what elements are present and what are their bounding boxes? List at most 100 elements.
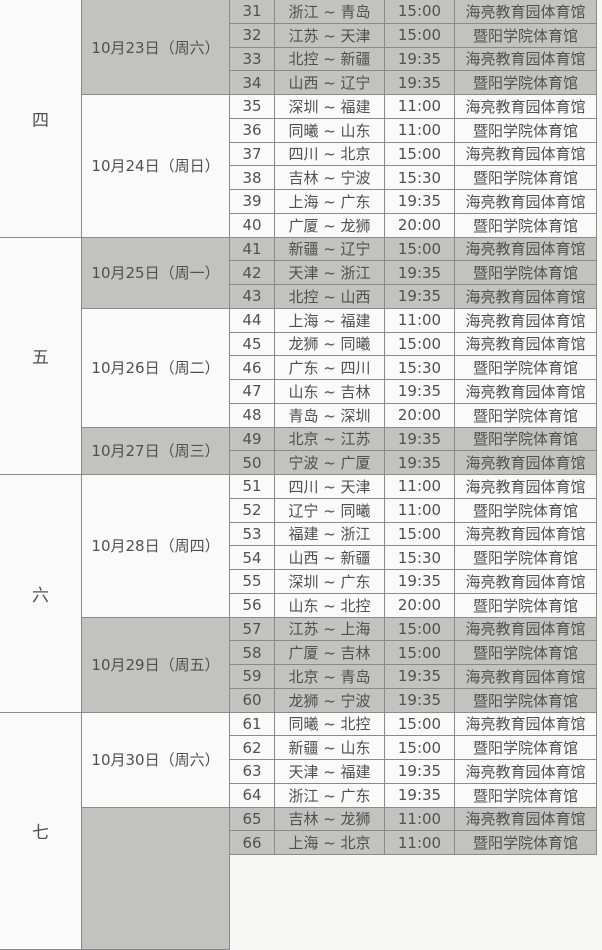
game-matchup: 北京 ~ 青岛	[275, 665, 385, 689]
game-number: 37	[230, 143, 275, 167]
game-matchup: 北控 ~ 新疆	[275, 48, 385, 72]
game-matchup: 龙狮 ~ 同曦	[275, 333, 385, 357]
game-time: 15:30	[385, 166, 455, 190]
game-number: 57	[230, 618, 275, 642]
game-matchup: 新疆 ~ 山东	[275, 736, 385, 760]
game-number: 59	[230, 665, 275, 689]
game-venue: 海亮教育园体育馆	[455, 713, 597, 737]
game-number: 46	[230, 356, 275, 380]
date-cell: 10月29日（周五）	[82, 618, 230, 713]
game-matchup: 龙狮 ~ 宁波	[275, 689, 385, 713]
game-time: 19:35	[385, 689, 455, 713]
game-venue: 海亮教育园体育馆	[455, 143, 597, 167]
game-time: 11:00	[385, 119, 455, 143]
game-time: 19:35	[385, 451, 455, 475]
game-venue: 暨阳学院体育馆	[455, 594, 597, 618]
game-venue: 海亮教育园体育馆	[455, 285, 597, 309]
game-matchup: 浙江 ~ 广东	[275, 784, 385, 808]
game-time: 11:00	[385, 831, 455, 855]
game-matchup: 同曦 ~ 山东	[275, 119, 385, 143]
game-matchup: 深圳 ~ 福建	[275, 95, 385, 119]
game-number: 56	[230, 594, 275, 618]
game-time: 19:35	[385, 261, 455, 285]
game-matchup: 江苏 ~ 天津	[275, 24, 385, 48]
game-number: 64	[230, 784, 275, 808]
game-number: 61	[230, 713, 275, 737]
game-number: 49	[230, 428, 275, 452]
game-time: 11:00	[385, 808, 455, 832]
game-venue: 海亮教育园体育馆	[455, 808, 597, 832]
game-number: 36	[230, 119, 275, 143]
game-venue: 暨阳学院体育馆	[455, 356, 597, 380]
game-venue: 海亮教育园体育馆	[455, 0, 597, 24]
game-matchup: 山东 ~ 北控	[275, 594, 385, 618]
round-cell: 六	[0, 475, 82, 713]
game-matchup: 广厦 ~ 吉林	[275, 641, 385, 665]
game-matchup: 上海 ~ 北京	[275, 831, 385, 855]
game-time: 11:00	[385, 95, 455, 119]
game-time: 15:00	[385, 0, 455, 24]
game-venue: 暨阳学院体育馆	[455, 546, 597, 570]
game-matchup: 上海 ~ 福建	[275, 309, 385, 333]
game-matchup: 山西 ~ 辽宁	[275, 71, 385, 95]
game-time: 19:35	[385, 570, 455, 594]
date-cell: 10月24日（周日）	[82, 95, 230, 238]
game-number: 62	[230, 736, 275, 760]
game-number: 32	[230, 24, 275, 48]
game-venue: 暨阳学院体育馆	[455, 71, 597, 95]
round-cell: 五	[0, 238, 82, 476]
game-number: 47	[230, 380, 275, 404]
game-time: 15:30	[385, 546, 455, 570]
game-number: 60	[230, 689, 275, 713]
game-time: 15:30	[385, 356, 455, 380]
game-matchup: 广东 ~ 四川	[275, 356, 385, 380]
game-number: 50	[230, 451, 275, 475]
game-matchup: 宁波 ~ 广厦	[275, 451, 385, 475]
game-venue: 海亮教育园体育馆	[455, 618, 597, 642]
game-venue: 暨阳学院体育馆	[455, 831, 597, 855]
game-matchup: 同曦 ~ 北控	[275, 713, 385, 737]
game-time: 19:35	[385, 784, 455, 808]
game-number: 35	[230, 95, 275, 119]
date-cell	[82, 808, 230, 950]
game-number: 52	[230, 499, 275, 523]
game-time: 20:00	[385, 594, 455, 618]
game-venue: 海亮教育园体育馆	[455, 451, 597, 475]
game-time: 19:35	[385, 190, 455, 214]
date-cell: 10月27日（周三）	[82, 428, 230, 476]
game-time: 19:35	[385, 285, 455, 309]
game-matchup: 天津 ~ 浙江	[275, 261, 385, 285]
game-number: 45	[230, 333, 275, 357]
game-time: 11:00	[385, 499, 455, 523]
game-number: 41	[230, 238, 275, 262]
game-number: 43	[230, 285, 275, 309]
game-matchup: 北京 ~ 江苏	[275, 428, 385, 452]
game-matchup: 浙江 ~ 青岛	[275, 0, 385, 24]
game-matchup: 江苏 ~ 上海	[275, 618, 385, 642]
game-matchup: 上海 ~ 广东	[275, 190, 385, 214]
game-matchup: 辽宁 ~ 同曦	[275, 499, 385, 523]
game-number: 33	[230, 48, 275, 72]
game-venue: 海亮教育园体育馆	[455, 570, 597, 594]
game-number: 48	[230, 404, 275, 428]
game-venue: 海亮教育园体育馆	[455, 380, 597, 404]
game-venue: 海亮教育园体育馆	[455, 309, 597, 333]
game-time: 19:35	[385, 48, 455, 72]
game-matchup: 广厦 ~ 龙狮	[275, 214, 385, 238]
game-time: 19:35	[385, 760, 455, 784]
game-number: 51	[230, 475, 275, 499]
game-venue: 海亮教育园体育馆	[455, 333, 597, 357]
game-time: 11:00	[385, 475, 455, 499]
game-number: 39	[230, 190, 275, 214]
game-time: 20:00	[385, 214, 455, 238]
game-venue: 暨阳学院体育馆	[455, 428, 597, 452]
game-time: 19:35	[385, 380, 455, 404]
game-number: 65	[230, 808, 275, 832]
game-venue: 海亮教育园体育馆	[455, 238, 597, 262]
game-matchup: 天津 ~ 福建	[275, 760, 385, 784]
game-time: 15:00	[385, 618, 455, 642]
game-time: 15:00	[385, 333, 455, 357]
game-venue: 海亮教育园体育馆	[455, 95, 597, 119]
game-number: 34	[230, 71, 275, 95]
game-number: 66	[230, 831, 275, 855]
